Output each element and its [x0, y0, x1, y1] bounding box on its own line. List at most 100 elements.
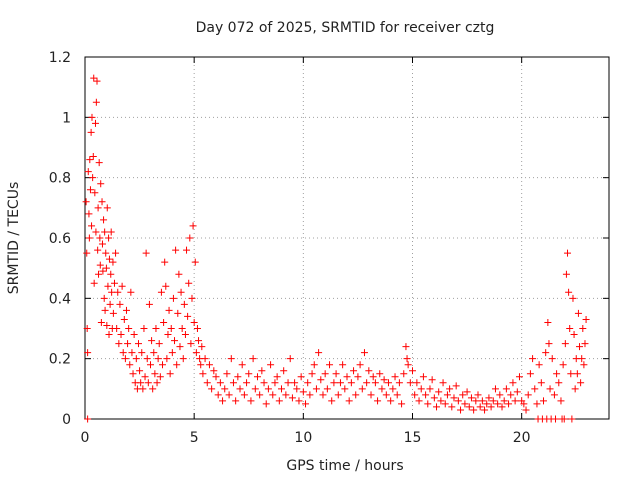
- data-point: [139, 385, 147, 393]
- y-tick-label: 0.4: [49, 291, 71, 307]
- data-point: [192, 349, 200, 357]
- data-point: [88, 222, 96, 230]
- data-point: [450, 394, 458, 402]
- data-point: [105, 255, 113, 263]
- data-point: [363, 379, 371, 387]
- data-point: [391, 373, 399, 381]
- data-point: [227, 355, 235, 363]
- data-point: [352, 391, 360, 399]
- data-point: [143, 355, 151, 363]
- data-point: [411, 391, 419, 399]
- data-point: [140, 325, 148, 332]
- data-point: [188, 294, 196, 302]
- data-point: [90, 279, 98, 287]
- data-point: [116, 300, 124, 308]
- data-point: [189, 222, 197, 230]
- data-point: [180, 300, 188, 308]
- data-point: [498, 403, 506, 411]
- data-point: [472, 397, 480, 405]
- data-point: [102, 249, 110, 257]
- data-point: [113, 325, 121, 332]
- data-point: [93, 77, 101, 85]
- data-point: [232, 397, 240, 405]
- x-tick-label: 10: [294, 430, 312, 446]
- data-point: [91, 189, 99, 197]
- data-point: [297, 373, 305, 381]
- data-point: [100, 294, 108, 302]
- data-point: [540, 397, 547, 405]
- data-point: [481, 406, 489, 414]
- data-point: [282, 391, 290, 399]
- data-point: [94, 204, 102, 212]
- data-point: [86, 156, 94, 164]
- data-point: [142, 249, 150, 257]
- data-point: [157, 288, 165, 296]
- data-point: [89, 153, 97, 161]
- data-point: [560, 415, 568, 423]
- data-point: [489, 397, 497, 405]
- data-point: [160, 318, 168, 326]
- chart-title: Day 072 of 2025, SRMTID for receiver czt…: [196, 20, 495, 36]
- data-point: [293, 385, 301, 393]
- data-point: [524, 391, 532, 399]
- data-point: [295, 397, 303, 405]
- data-point: [505, 400, 513, 408]
- data-point: [89, 174, 97, 182]
- data-point: [557, 397, 565, 405]
- data-point: [210, 367, 218, 375]
- data-point: [542, 349, 550, 357]
- data-point: [336, 379, 344, 387]
- data-point: [159, 361, 167, 369]
- data-point: [578, 355, 586, 363]
- data-point: [330, 379, 338, 387]
- data-points: [82, 74, 590, 423]
- data-point: [415, 397, 423, 405]
- data-point: [367, 391, 375, 399]
- data-point: [100, 216, 108, 224]
- data-point: [117, 331, 125, 339]
- data-point: [553, 370, 561, 378]
- data-point: [156, 373, 164, 381]
- data-point: [284, 379, 292, 387]
- data-point: [582, 315, 590, 323]
- y-axis-label: SRMTID / TECUs: [6, 182, 22, 295]
- data-point: [262, 400, 270, 408]
- axis-ticks: 0 5 10 15 20 0 0.2 0.4 0.6 0.8 1 1.2: [49, 50, 609, 446]
- data-point: [555, 379, 563, 387]
- data-point: [548, 355, 556, 363]
- data-point: [315, 349, 323, 357]
- data-point: [393, 391, 401, 399]
- data-point: [467, 394, 475, 402]
- data-point: [374, 397, 382, 405]
- data-point: [155, 340, 163, 348]
- data-point: [573, 370, 581, 378]
- data-point: [167, 325, 175, 332]
- data-point: [245, 370, 253, 378]
- data-point: [101, 228, 109, 236]
- data-point: [496, 391, 504, 399]
- data-point: [559, 361, 567, 369]
- data-point: [109, 309, 117, 317]
- x-tick-label: 0: [81, 430, 90, 446]
- data-point: [417, 385, 425, 393]
- data-point: [162, 282, 170, 290]
- data-point: [306, 391, 314, 399]
- data-point: [151, 370, 159, 378]
- data-point: [395, 379, 403, 387]
- data-point: [286, 355, 294, 363]
- data-point: [132, 355, 140, 363]
- data-point: [273, 373, 281, 381]
- data-point: [175, 270, 183, 278]
- data-point: [328, 397, 336, 405]
- data-point: [83, 325, 91, 332]
- data-point: [358, 385, 366, 393]
- data-point: [214, 391, 222, 399]
- data-point: [520, 400, 528, 408]
- data-point: [221, 385, 229, 393]
- data-point: [137, 379, 145, 387]
- data-point: [101, 306, 109, 314]
- data-point: [360, 349, 368, 357]
- data-point: [108, 288, 116, 296]
- data-point: [382, 391, 390, 399]
- data-point: [95, 159, 103, 167]
